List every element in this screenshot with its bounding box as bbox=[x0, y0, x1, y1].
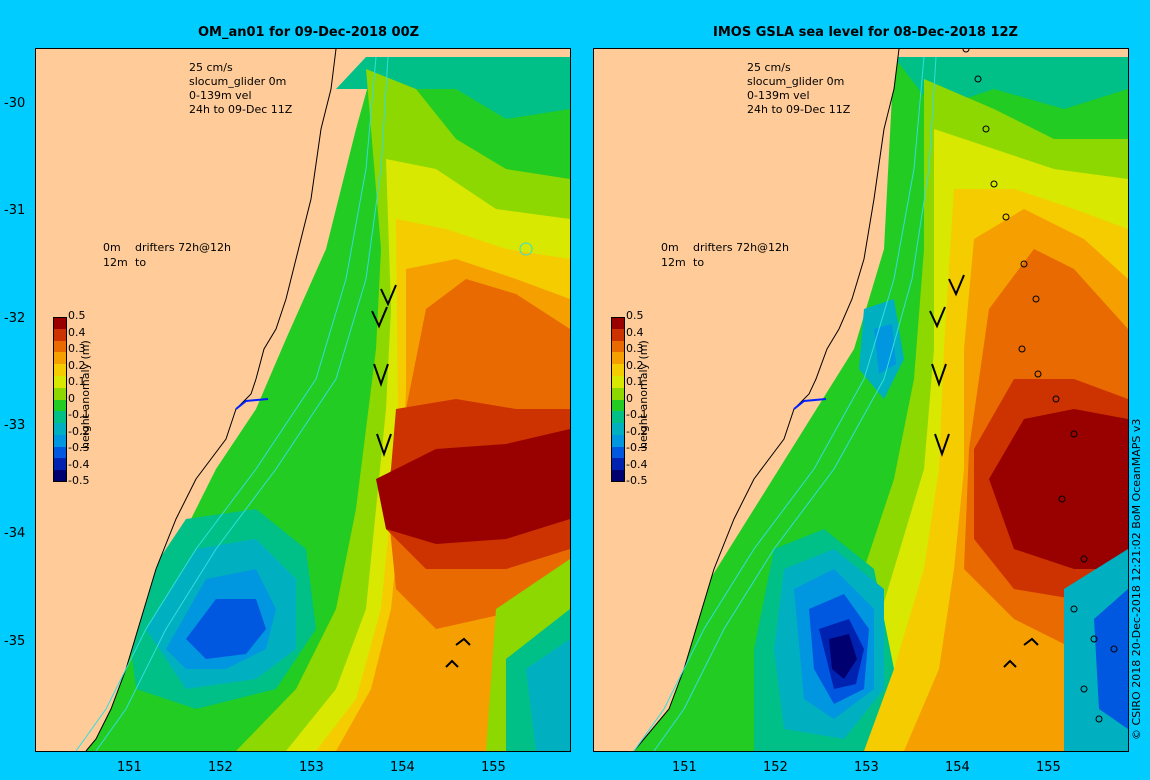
lon-label: 153 bbox=[299, 760, 324, 775]
scale-label: 25 cm/s bbox=[747, 61, 791, 74]
left-map-panel: 25 cm/s slocum_glider 0m 0-139m vel 24h … bbox=[35, 48, 571, 752]
drifter-to-label: to bbox=[693, 256, 705, 269]
colorbar-tick-label: 0 bbox=[626, 391, 633, 405]
colorbar-swatch bbox=[53, 328, 67, 342]
lat-label: -34 bbox=[4, 526, 26, 541]
vel-label: 0-139m vel bbox=[189, 89, 252, 102]
colorbar-tick-label: -0.2 bbox=[626, 424, 648, 438]
colorbar-swatch bbox=[53, 399, 67, 412]
lon-label: 154 bbox=[390, 760, 415, 775]
colorbar-tick-label: 0.3 bbox=[68, 342, 86, 355]
colorbar-tick-label: 0.4 bbox=[68, 325, 86, 339]
drifter-title-label: drifters 72h@12h bbox=[693, 241, 790, 254]
colorbar-swatch bbox=[611, 375, 625, 389]
colorbar-swatch bbox=[53, 340, 67, 353]
lat-label: -32 bbox=[4, 311, 26, 326]
colorbar-swatch bbox=[611, 352, 625, 365]
colorbar-swatch bbox=[53, 423, 67, 436]
colorbar-swatch bbox=[53, 458, 67, 471]
colorbar-frame bbox=[53, 317, 67, 482]
colorbar-tick-label: 0.1 bbox=[68, 375, 86, 388]
colorbar-tick-label: -0.1 bbox=[68, 408, 90, 421]
colorbar-swatch bbox=[53, 446, 67, 459]
lon-label: 155 bbox=[481, 760, 506, 775]
lon-label: 154 bbox=[945, 760, 970, 775]
colorbar-tick-label: 0.1 bbox=[626, 375, 644, 388]
colorbar-tick-label: -0.3 bbox=[68, 441, 90, 454]
colorbar-swatch bbox=[611, 446, 625, 459]
colorbar-swatch bbox=[53, 317, 67, 330]
glider-label: slocum_glider 0m bbox=[747, 75, 845, 88]
colorbar-swatch bbox=[53, 411, 67, 424]
colorbar-swatch bbox=[611, 399, 625, 412]
vel-label: 0-139m vel bbox=[747, 89, 810, 102]
colorbar-tick-label: -0.1 bbox=[626, 408, 648, 421]
colorbar-swatch bbox=[53, 375, 67, 389]
drifter-12m-label: 12m bbox=[661, 256, 686, 269]
colorbar-swatch bbox=[53, 352, 67, 365]
left-sea-level-map bbox=[36, 49, 570, 751]
colorbar-swatch bbox=[611, 340, 625, 353]
colorbar-tick-label: 0.4 bbox=[626, 325, 644, 339]
period-label: 24h to 09-Dec 11Z bbox=[747, 103, 851, 116]
scale-label: 25 cm/s bbox=[189, 61, 233, 74]
colorbar-tick-label: 0 bbox=[68, 391, 75, 405]
lon-label: 153 bbox=[854, 760, 879, 775]
right-panel-title: IMOS GSLA sea level for 08-Dec-2018 12Z bbox=[713, 25, 1018, 40]
drifter-0m-label: 0m bbox=[103, 241, 121, 254]
colorbar-tick-label: -0.4 bbox=[626, 457, 648, 471]
colorbar-swatch bbox=[611, 364, 625, 377]
drifter-title-label: drifters 72h@12h bbox=[135, 241, 232, 254]
colorbar-swatch bbox=[53, 364, 67, 377]
colorbar-swatch bbox=[611, 470, 625, 483]
colorbar-swatch bbox=[611, 328, 625, 342]
colorbar-swatch bbox=[611, 423, 625, 436]
lon-label: 152 bbox=[208, 760, 233, 775]
lat-label: -35 bbox=[4, 634, 26, 649]
colorbar-swatch bbox=[53, 434, 67, 448]
colorbar-tick-label: 0.5 bbox=[626, 309, 644, 322]
colorbar-swatch bbox=[611, 387, 625, 400]
colorbar-swatch bbox=[611, 458, 625, 471]
drifter-to-label: to bbox=[135, 256, 147, 269]
lon-label: 151 bbox=[672, 760, 697, 775]
left-panel-title: OM_an01 for 09-Dec-2018 00Z bbox=[198, 25, 420, 40]
right-sea-level-map bbox=[594, 49, 1128, 751]
credit-text: © CSIRO 2018 20-Dec-2018 12:21:02 BoM Oc… bbox=[1130, 418, 1143, 740]
colorbar-tick-label: 0.3 bbox=[626, 342, 644, 355]
colorbar bbox=[53, 317, 67, 483]
colorbar-tick-label: 0.2 bbox=[626, 358, 644, 372]
colorbar bbox=[611, 317, 625, 483]
lon-label: 151 bbox=[117, 760, 142, 775]
colorbar-tick-label: -0.4 bbox=[68, 457, 90, 471]
colorbar-swatch bbox=[611, 317, 625, 330]
lat-label: -30 bbox=[4, 96, 26, 111]
colorbar-tick-label: -0.5 bbox=[626, 474, 648, 487]
drifter-0m-label: 0m bbox=[661, 241, 679, 254]
colorbar-tick-label: -0.2 bbox=[68, 424, 90, 438]
colorbar-tick-label: -0.5 bbox=[68, 474, 90, 487]
lon-label: 155 bbox=[1036, 760, 1061, 775]
right-map-panel: 25 cm/s slocum_glider 0m 0-139m vel 24h … bbox=[593, 48, 1129, 752]
colorbar-swatch bbox=[53, 470, 67, 483]
glider-label: slocum_glider 0m bbox=[189, 75, 287, 88]
drifter-12m-label: 12m bbox=[103, 256, 128, 269]
period-label: 24h to 09-Dec 11Z bbox=[189, 103, 293, 116]
colorbar-swatch bbox=[611, 434, 625, 448]
colorbar-frame bbox=[611, 317, 625, 482]
colorbar-tick-label: -0.3 bbox=[626, 441, 648, 454]
colorbar-tick-label: 0.2 bbox=[68, 358, 86, 372]
colorbar-swatch bbox=[611, 411, 625, 424]
colorbar-tick-label: 0.5 bbox=[68, 309, 86, 322]
lat-label: -33 bbox=[4, 418, 26, 433]
lon-label: 152 bbox=[763, 760, 788, 775]
colorbar-swatch bbox=[53, 387, 67, 400]
lat-label: -31 bbox=[4, 203, 26, 218]
